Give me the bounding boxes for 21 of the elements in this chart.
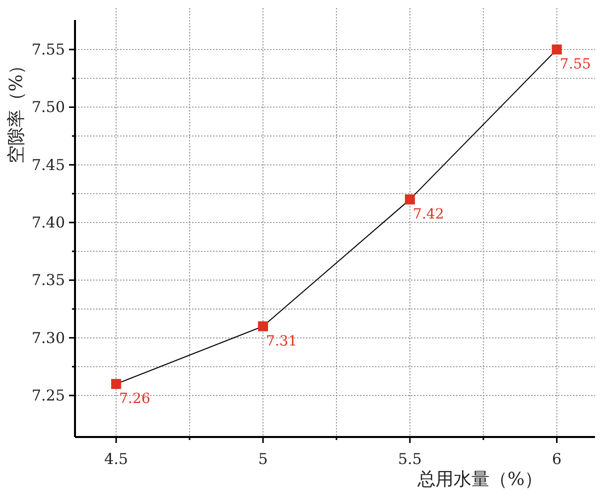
- x-tick-label: 4.5: [104, 450, 128, 468]
- y-tick-label: 7.25: [32, 386, 65, 404]
- point: [404, 194, 415, 204]
- point: [552, 44, 562, 55]
- y-tick-label: 7.40: [32, 214, 65, 232]
- y-tick-label: 7.45: [32, 156, 65, 174]
- data-label: 7.26: [119, 390, 150, 407]
- data-label: 7.31: [266, 333, 298, 350]
- y-axis-title: 空隙率（%）: [6, 56, 27, 164]
- y-tick-label: 7.55: [32, 40, 65, 59]
- x-tick-label: 5.5: [398, 450, 422, 468]
- point: [111, 378, 122, 389]
- x-tick-label: 6: [552, 450, 562, 468]
- data-label: 7.42: [412, 206, 444, 222]
- data-label: 7.55: [560, 56, 591, 73]
- point: [258, 321, 268, 332]
- y-tick-label: 7.30: [32, 328, 65, 347]
- x-axis-title: 总用水量（%）: [416, 469, 543, 490]
- y-tick-label: 7.35: [32, 271, 65, 290]
- y-tick-label: 7.50: [32, 98, 65, 116]
- x-tick-label: 5: [258, 450, 268, 468]
